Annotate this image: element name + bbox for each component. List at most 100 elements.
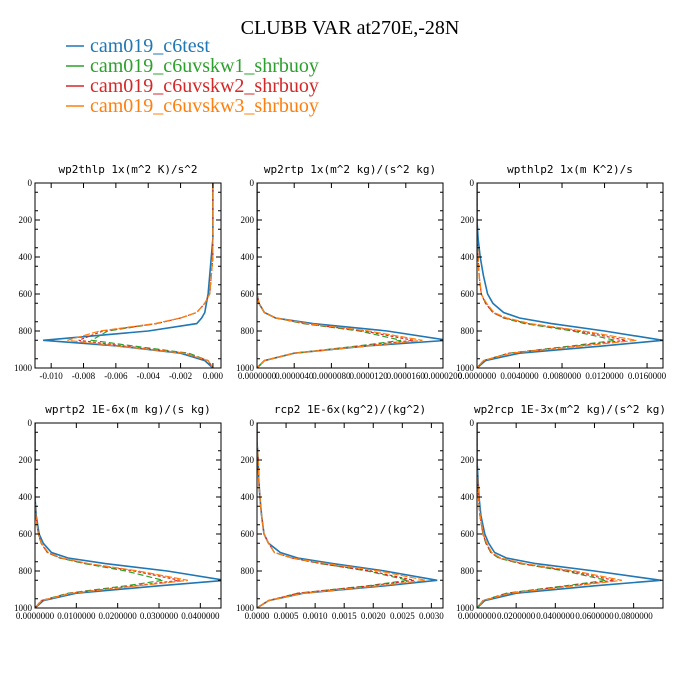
y-tick-label: 600: [241, 529, 255, 539]
x-tick-label: 0.0160000: [628, 371, 667, 381]
y-tick-label: 1000: [14, 603, 33, 613]
series-line: [477, 423, 607, 608]
y-tick-label: 800: [461, 326, 475, 336]
series-line: [257, 423, 409, 608]
y-tick-label: 1000: [456, 603, 475, 613]
series-line: [477, 423, 662, 608]
y-tick-label: 400: [19, 492, 33, 502]
x-tick-label: 0.000: [203, 371, 224, 381]
series-line: [257, 183, 423, 368]
y-tick-label: 0: [470, 418, 475, 428]
x-tick-label: 0.0000000: [458, 371, 497, 381]
subplot: wp2rtp 1x(m^2 kg)/(s^2 kg) 0 200 400 600 800 1…: [236, 163, 463, 381]
x-tick-label: 0.0040000: [500, 371, 539, 381]
series-line: [477, 183, 663, 368]
x-tick-label: 0.0000040: [275, 371, 314, 381]
y-tick-label: 400: [461, 252, 475, 262]
x-tick-label: 0.0015: [332, 611, 357, 621]
x-tick-label: 0.0800000: [615, 611, 654, 621]
series-line: [477, 183, 626, 368]
series-line: [477, 183, 637, 368]
plot-frame: [476, 422, 664, 609]
legend: cam019_c6testcam019_c6uvskw1_shrbuoycam0…: [66, 35, 319, 117]
subplot-title: wpthlp2 1x(m K^2)/s: [507, 163, 633, 176]
y-tick-label: 0: [470, 178, 475, 188]
x-tick-label: 0.0080000: [543, 371, 582, 381]
x-tick-label: 0.0000: [245, 611, 270, 621]
y-tick-label: 800: [241, 566, 255, 576]
x-tick-label: -0.004: [137, 371, 161, 381]
y-tick-label: 600: [19, 529, 33, 539]
subplot-title: wp2thlp 1x(m^2 K)/s^2: [58, 163, 197, 176]
series-line: [257, 423, 415, 608]
x-tick-label: 0.0010: [303, 611, 328, 621]
x-tick-label: 0.0025: [390, 611, 415, 621]
subplot: rcp2 1E-6x(kg^2)/(kg^2) 0 200 400 600 800 1000…: [236, 403, 444, 621]
y-tick-label: 400: [19, 252, 33, 262]
x-tick-label: 0.0100000: [57, 611, 96, 621]
plot-frame: [256, 182, 444, 369]
x-tick-label: 0.0000000: [458, 611, 497, 621]
subplot-title: rcp2 1E-6x(kg^2)/(kg^2): [274, 403, 426, 416]
y-tick-label: 200: [19, 455, 33, 465]
x-tick-label: -0.006: [104, 371, 128, 381]
y-tick-label: 200: [19, 215, 33, 225]
y-tick-label: 0: [250, 418, 255, 428]
series-line: [35, 423, 164, 608]
y-tick-label: 600: [461, 529, 475, 539]
subplot: wpthlp2 1x(m K^2)/s020040060080010000.00…: [456, 163, 667, 381]
chart-title: CLUBB VAR at270E,-28N: [241, 17, 460, 39]
y-tick-label: 800: [461, 566, 475, 576]
plot-frame: [34, 182, 222, 369]
x-tick-label: -0.010: [40, 371, 64, 381]
x-tick-label: 0.0020: [361, 611, 386, 621]
series-line: [35, 423, 180, 608]
y-tick-label: 400: [241, 492, 255, 502]
x-tick-label: 0.0000080: [312, 371, 351, 381]
series-line: [477, 423, 615, 608]
series-line: [78, 183, 214, 368]
x-tick-label: 0.0600000: [575, 611, 614, 621]
x-tick-label: 0.0030: [419, 611, 444, 621]
x-tick-label: 0.0000200: [424, 371, 463, 381]
series-line: [67, 183, 214, 368]
x-tick-label: 0.0300000: [140, 611, 179, 621]
x-tick-label: 0.0200000: [99, 611, 138, 621]
legend-entry: cam019_c6uvskw1_shrbuoy: [90, 55, 319, 77]
legend-entry: cam019_c6uvskw3_shrbuoy: [90, 95, 319, 117]
y-tick-label: 600: [241, 289, 255, 299]
y-tick-label: 200: [241, 455, 255, 465]
x-tick-label: 0.0200000: [497, 611, 536, 621]
series-line: [257, 183, 402, 368]
legend-entry: cam019_c6test: [90, 35, 210, 57]
x-tick-label: 0.0000120: [349, 371, 388, 381]
series-line: [257, 423, 426, 608]
x-tick-label: 0.0400000: [181, 611, 220, 621]
y-tick-label: 600: [461, 289, 475, 299]
y-tick-label: 1000: [456, 363, 475, 373]
series-line: [257, 183, 414, 368]
subplot-title: wp2rcp 1E-3x(m^2 kg)/(s^2 kg): [474, 403, 666, 416]
x-tick-label: 0.0000000: [238, 371, 277, 381]
y-tick-label: 800: [241, 326, 255, 336]
x-tick-label: 0.0005: [274, 611, 299, 621]
y-tick-label: 800: [19, 326, 33, 336]
y-tick-label: 0: [250, 178, 255, 188]
y-tick-label: 0: [28, 178, 33, 188]
x-tick-label: 0.0000160: [387, 371, 426, 381]
x-tick-label: -0.008: [72, 371, 96, 381]
y-tick-label: 200: [461, 455, 475, 465]
legend-entry: cam019_c6uvskw2_shrbuoy: [90, 75, 319, 97]
series-line: [257, 423, 438, 608]
y-tick-label: 400: [461, 492, 475, 502]
series-line: [35, 423, 221, 608]
y-tick-label: 800: [19, 566, 33, 576]
y-tick-label: 200: [241, 215, 255, 225]
series-line: [89, 183, 214, 368]
y-tick-label: 200: [461, 215, 475, 225]
plot-frame: [256, 422, 444, 609]
y-tick-label: 600: [19, 289, 33, 299]
y-tick-label: 1000: [14, 363, 33, 373]
plot-frame: [34, 422, 222, 609]
